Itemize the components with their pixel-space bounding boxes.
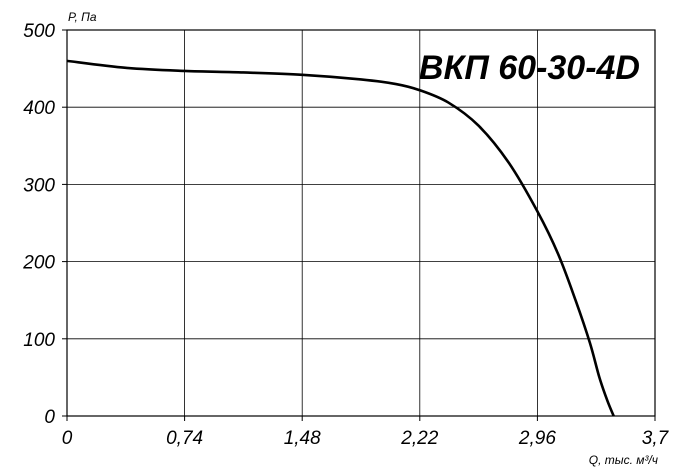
axes — [62, 29, 656, 421]
y-tick-label: 400 — [23, 98, 55, 119]
x-tick-label: 0,74 — [166, 428, 203, 449]
y-tick-label: 500 — [23, 21, 55, 42]
y-tick-label: 200 — [22, 253, 55, 274]
y-tick-label: 300 — [23, 175, 55, 196]
x-tick-label: 0 — [62, 428, 73, 449]
series-line — [66, 59, 615, 417]
x-tick-label: 3,7 — [642, 428, 670, 449]
y-tick-labels: 0 100 200 300 400 500 — [22, 21, 55, 428]
y-axis-label: P, Па — [68, 10, 97, 24]
plot-frame — [66, 29, 656, 417]
x-axis-label: Q, тыс. м³/ч — [589, 453, 658, 467]
x-tick-labels: 0 0,74 1,48 2,22 2,96 3,7 — [62, 428, 670, 449]
grid-lines — [67, 30, 655, 416]
x-tick-label: 2,22 — [400, 428, 438, 449]
y-tick-label: 100 — [23, 330, 55, 351]
series-group — [66, 59, 615, 417]
x-tick-label: 2,96 — [518, 428, 556, 449]
chart-title: ВКП 60-30-4D — [419, 49, 640, 87]
y-tick-label: 0 — [44, 407, 55, 428]
x-tick-label: 1,48 — [284, 428, 321, 449]
